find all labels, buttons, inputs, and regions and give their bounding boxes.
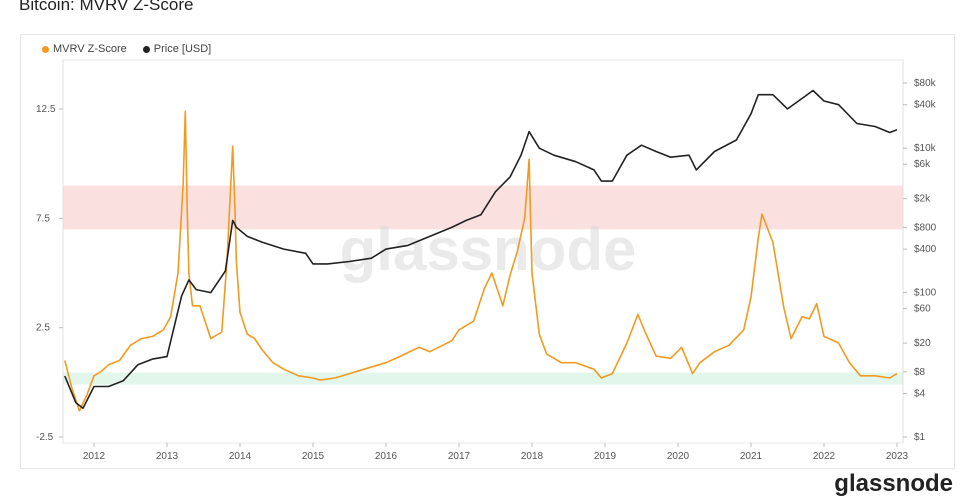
chart-legend: MVRV Z-Score Price [USD] (42, 43, 211, 55)
right-tick-label-12: $1 (914, 432, 926, 443)
right-tick-label-3: $6k (914, 159, 931, 170)
series-line-price-usd (64, 89, 898, 410)
right-tick-label-2: $10k (914, 143, 937, 154)
x-tick-label-9: 2021 (740, 451, 763, 462)
chart-card (20, 34, 955, 469)
series-line-mvrv-z-score (64, 110, 898, 412)
x-tick-label-4: 2016 (375, 451, 398, 462)
legend-label-price: Price [USD] (153, 43, 212, 55)
x-tick-label-3: 2015 (302, 451, 325, 462)
left-tick-label-2: 2.5 (36, 323, 50, 334)
left-tick-label-3: -2.5 (36, 432, 54, 443)
brand-logo-text: glassnode (834, 470, 953, 497)
x-tick-label-10: 2022 (813, 451, 836, 462)
x-tick-label-8: 2020 (667, 451, 690, 462)
legend-item-mvrv[interactable]: MVRV Z-Score (42, 43, 127, 55)
left-tick-label-0: 12.5 (36, 104, 56, 115)
x-tick-label-1: 2013 (156, 451, 179, 462)
right-tick-label-5: $800 (914, 222, 937, 233)
low-zone-band (63, 372, 903, 385)
x-tick-label-6: 2018 (521, 451, 544, 462)
right-tick-label-9: $20 (914, 338, 931, 349)
legend-item-price[interactable]: Price [USD] (142, 43, 212, 55)
x-tick-label-0: 2012 (83, 451, 106, 462)
page-title: Bitcoin: MVRV Z-Score (19, 0, 194, 14)
legend-swatch-price (142, 45, 150, 53)
x-tick-label-2: 2014 (229, 451, 252, 462)
right-tick-label-11: $4 (914, 389, 926, 400)
x-tick-label-7: 2019 (594, 451, 617, 462)
right-tick-label-4: $2k (914, 194, 931, 205)
right-tick-label-8: $60 (914, 304, 931, 315)
legend-label-mvrv: MVRV Z-Score (53, 43, 127, 55)
right-tick-label-6: $400 (914, 244, 937, 255)
right-tick-label-7: $100 (914, 288, 937, 299)
x-tick-label-11: 2023 (886, 451, 909, 462)
watermark-text: glassnode (340, 216, 637, 283)
right-tick-label-1: $40k (914, 100, 937, 111)
right-tick-label-10: $8 (914, 367, 926, 378)
legend-swatch-mvrv (42, 45, 49, 53)
x-tick-label-5: 2017 (448, 451, 471, 462)
left-tick-label-1: 7.5 (36, 213, 50, 224)
high-zone-band (63, 185, 903, 230)
right-tick-label-0: $80k (914, 78, 937, 89)
chart-svg: glassnode 12.5 7.5 2.5 -2.5 $80k $40k $10k $6k $2… (36, 59, 937, 462)
